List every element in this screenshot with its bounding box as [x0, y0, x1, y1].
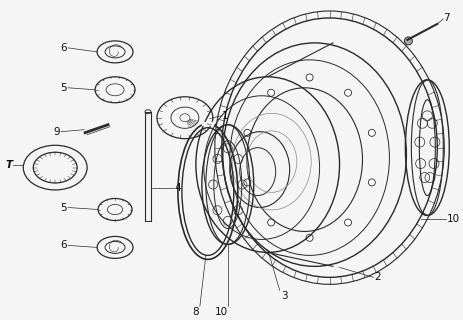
Circle shape: [344, 219, 351, 226]
Text: 1: 1: [222, 111, 228, 121]
Circle shape: [369, 179, 375, 186]
Text: 9: 9: [54, 127, 60, 137]
Text: 5: 5: [61, 83, 67, 93]
Circle shape: [306, 74, 313, 81]
Circle shape: [244, 129, 251, 136]
Circle shape: [244, 179, 251, 186]
Text: 4: 4: [175, 182, 181, 193]
Text: 10: 10: [215, 307, 228, 317]
Circle shape: [404, 37, 413, 45]
Text: 8: 8: [193, 307, 199, 317]
Text: 7: 7: [443, 13, 450, 23]
Text: 6: 6: [61, 43, 67, 53]
Circle shape: [306, 234, 313, 241]
Text: 3: 3: [282, 291, 288, 301]
Circle shape: [369, 129, 375, 136]
Circle shape: [344, 89, 351, 96]
Text: 6: 6: [61, 240, 67, 251]
Text: 10: 10: [447, 214, 460, 224]
Text: T: T: [5, 160, 13, 170]
Text: 2: 2: [375, 272, 381, 282]
Text: 5: 5: [61, 203, 67, 212]
Circle shape: [268, 89, 275, 96]
Circle shape: [268, 219, 275, 226]
